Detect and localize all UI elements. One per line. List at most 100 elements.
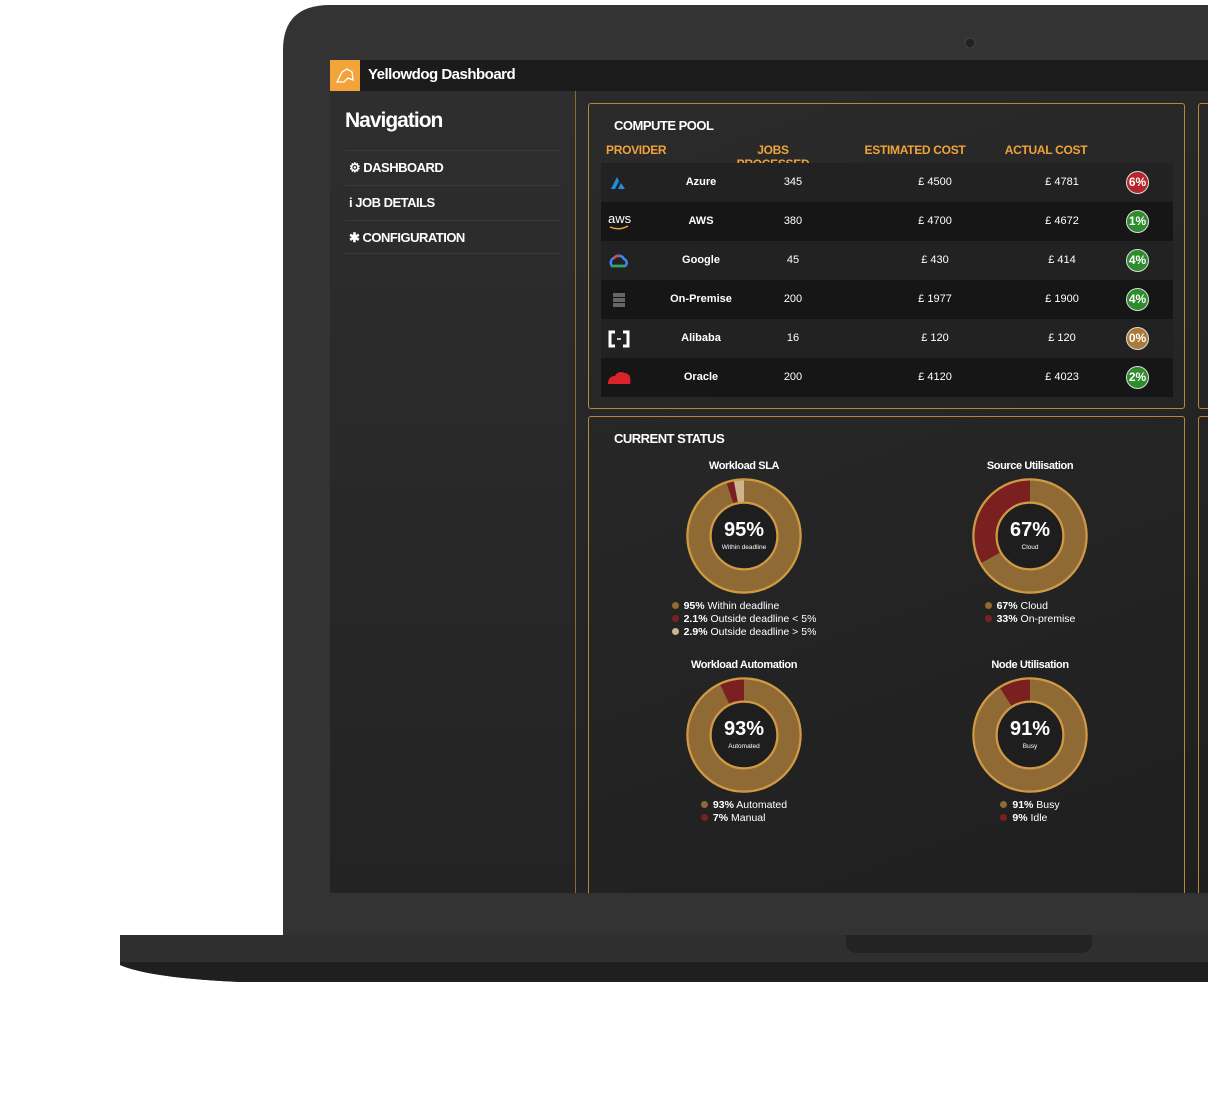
- side-panel: [1198, 103, 1208, 409]
- donut-chart: 67% Cloud: [972, 478, 1088, 594]
- provider-name: On-Premise: [670, 293, 732, 305]
- legend-label: Within deadline: [707, 600, 780, 612]
- donut-block: Node Utilisation 91% Busy 91% Busy 9% Idle: [890, 659, 1170, 826]
- column-header: ESTIMATED COST: [864, 143, 966, 157]
- donut-block: Source Utilisation 67% Cloud 67% Cloud 33% O…: [890, 460, 1170, 627]
- donut-outline: [995, 501, 1065, 571]
- legend-item: 9% Idle: [1000, 812, 1059, 825]
- donut-title: Source Utilisation: [986, 460, 1074, 472]
- donut-segment: [720, 679, 745, 705]
- legend: 91% Busy 9% Idle: [1000, 799, 1060, 825]
- nav-item[interactable]: i JOB DETAILS: [345, 185, 560, 219]
- provider-name: AWS: [688, 215, 714, 227]
- table-row: aws AWS 380 £ 4700 £ 4672 1%: [601, 202, 1173, 241]
- legend-label: Manual: [731, 812, 766, 824]
- table-row: Google 45 £ 430 £ 414 4%: [601, 241, 1173, 280]
- jobs-processed: 200: [783, 371, 803, 383]
- donut-segment: [980, 480, 1086, 592]
- donut-center-value: 91%: [1010, 718, 1050, 740]
- donut-wrap: 93% Automated: [684, 675, 804, 795]
- donut-segment: [726, 480, 739, 504]
- legend-value: 9%: [1012, 812, 1028, 824]
- donut-outline: [709, 501, 779, 571]
- legend-label: Idle: [1030, 812, 1048, 824]
- current-status-panel: CURRENT STATUS Workload SLA 95% Within dea…: [588, 416, 1185, 893]
- legend-dot: [984, 615, 992, 622]
- jobs-processed: 345: [783, 176, 803, 188]
- estimated-cost: £ 120: [921, 332, 949, 344]
- sidebar: Navigation ⚙ DASHBOARD i JOB DETAILS ✱ C…: [330, 91, 575, 893]
- donut-wrap: 91% Busy: [970, 675, 1090, 795]
- donut-outline: [973, 678, 1087, 792]
- donut-center-value: 95%: [724, 519, 764, 541]
- app-title: Yellowdog Dashboard: [368, 66, 516, 83]
- nav-label: DASHBOARD: [363, 160, 444, 175]
- legend-value: 7%: [712, 812, 729, 824]
- laptop-notch: [846, 935, 1092, 953]
- difference-badge: 4%: [1126, 288, 1149, 311]
- donut-segment: [733, 480, 745, 503]
- donut-outline: [996, 502, 1064, 570]
- donut-wrap: 95% Within deadline: [684, 476, 804, 596]
- legend-label: Cloud: [1020, 600, 1048, 612]
- provider-icon: [608, 330, 630, 348]
- legend-label: Busy: [1036, 799, 1060, 811]
- donut-block: Workload Automation 93% Automated 93% Autom…: [604, 659, 884, 826]
- provider-icon: [608, 372, 631, 384]
- legend-dot: [700, 814, 708, 821]
- legend-dot: [671, 615, 679, 622]
- donut-outline: [686, 677, 802, 793]
- logo[interactable]: [330, 60, 360, 91]
- donut-outline: [996, 701, 1064, 769]
- difference-badge: 2%: [1126, 366, 1149, 389]
- camera: [964, 37, 976, 49]
- provider-icon: aws: [608, 212, 631, 230]
- donut-segment: [688, 679, 800, 791]
- nav-item[interactable]: ⚙ DASHBOARD: [345, 150, 560, 184]
- actual-cost: £ 414: [1048, 254, 1076, 266]
- estimated-cost: £ 1977: [918, 293, 952, 305]
- jobs-processed: 200: [783, 293, 803, 305]
- donut-block: Workload SLA 95% Within deadline 95% Within…: [604, 460, 884, 640]
- compute-pool-panel: COMPUTE POOL PROVIDER JOBS PROCESSED EST…: [588, 103, 1185, 409]
- actual-cost: £ 120: [1048, 332, 1076, 344]
- legend: 95% Within deadline 2.1% Outside deadline…: [671, 600, 816, 639]
- panel-title: CURRENT STATUS: [614, 431, 725, 446]
- provider-name: Azure: [685, 176, 717, 188]
- donut-outline: [687, 479, 801, 593]
- legend-dot: [1000, 814, 1008, 821]
- actual-cost: £ 4781: [1045, 176, 1079, 188]
- estimated-cost: £ 4700: [918, 215, 952, 227]
- provider-name: Oracle: [683, 371, 719, 383]
- donut-center-label: Within deadline: [722, 544, 767, 551]
- legend-label: On-premise: [1020, 613, 1076, 625]
- legend-dot: [671, 602, 679, 609]
- nav-item[interactable]: ✱ CONFIGURATION: [345, 220, 560, 254]
- jobs-processed: 16: [786, 332, 800, 344]
- column-header: ACTUAL COST: [1004, 143, 1088, 157]
- logo-icon: [335, 68, 354, 83]
- legend-value: 67%: [996, 600, 1018, 612]
- donut-wrap: 67% Cloud: [970, 476, 1090, 596]
- donut-chart: 91% Busy: [972, 677, 1088, 793]
- donut-center-label: Cloud: [1022, 544, 1039, 551]
- legend-value: 91%: [1012, 799, 1034, 811]
- legend-value: 93%: [712, 799, 734, 811]
- table-row: Alibaba 16 £ 120 £ 120 0%: [601, 319, 1173, 358]
- nav-label: JOB DETAILS: [355, 195, 435, 210]
- legend-label: Automated: [736, 799, 788, 811]
- difference-badge: 4%: [1126, 249, 1149, 272]
- legend-value: 2.1%: [683, 613, 708, 625]
- provider-icon: [609, 254, 628, 268]
- donut-outline: [972, 478, 1088, 594]
- legend-dot: [700, 801, 708, 808]
- difference-badge: 6%: [1126, 171, 1149, 194]
- estimated-cost: £ 4500: [918, 176, 952, 188]
- donut-title: Workload Automation: [690, 659, 798, 671]
- provider-name: Alibaba: [681, 332, 721, 344]
- difference-badge: 1%: [1126, 210, 1149, 233]
- provider-name: Google: [682, 254, 720, 266]
- donut-outline: [972, 677, 1088, 793]
- legend-value: 33%: [996, 613, 1018, 625]
- divider: [575, 91, 576, 893]
